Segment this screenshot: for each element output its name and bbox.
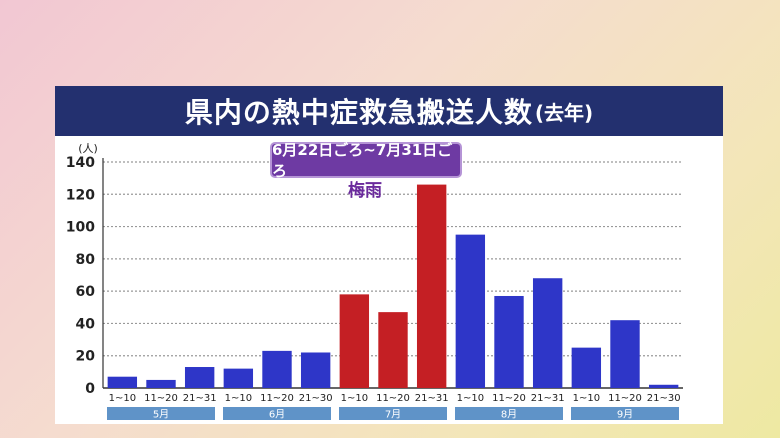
x-tick-label: 11~20: [608, 393, 642, 404]
month-band: [339, 407, 447, 420]
x-tick-label: 1~10: [109, 393, 136, 404]
x-tick-label: 11~20: [376, 393, 410, 404]
x-tick-label: 1~10: [573, 393, 600, 404]
bar: [223, 368, 254, 388]
x-tick-label: 21~30: [299, 393, 333, 404]
rainy-season-label: 梅雨: [348, 181, 382, 201]
month-label: 9月: [617, 409, 633, 421]
month-band: [107, 407, 215, 420]
x-tick-label: 1~10: [457, 393, 484, 404]
month-label: 7月: [385, 409, 401, 421]
x-tick-label: 11~20: [260, 393, 294, 404]
bar: [184, 367, 215, 388]
y-tick-label: 40: [76, 316, 96, 332]
rainy-season-period-badge: 6月22日ごろ~7月31日ごろ: [272, 141, 460, 180]
x-tick-label: 21~31: [531, 393, 565, 404]
bar: [455, 234, 486, 388]
y-tick-label: 120: [66, 187, 95, 203]
bar: [648, 384, 679, 388]
x-tick-label: 21~31: [415, 393, 449, 404]
bar: [571, 347, 602, 388]
bar: [494, 295, 524, 388]
x-tick-label: 11~20: [144, 393, 178, 404]
x-tick-label: 11~20: [492, 393, 526, 404]
chart-subtitle: (去年): [534, 100, 594, 125]
y-tick-label: 0: [85, 381, 95, 397]
bar: [300, 352, 331, 388]
bar: [339, 294, 370, 388]
month-label: 5月: [153, 409, 169, 421]
bar: [378, 312, 408, 388]
bar: [416, 184, 447, 388]
y-tick-label: 60: [76, 284, 96, 300]
chart-title: 県内の熱中症救急搬送人数: [184, 96, 533, 129]
title-bar: 県内の熱中症救急搬送人数 (去年): [55, 86, 723, 136]
y-tick-label: 80: [76, 252, 96, 268]
x-tick-label: 21~31: [183, 393, 217, 404]
y-axis-unit-label: (人): [78, 142, 98, 155]
y-tick-label: 140: [66, 155, 95, 171]
x-tick-label: 1~10: [341, 393, 368, 404]
month-band: [571, 407, 679, 420]
bar: [262, 350, 292, 388]
x-tick-label: 21~30: [647, 393, 681, 404]
y-tick-label: 100: [66, 220, 95, 236]
bar: [107, 376, 138, 388]
month-label: 8月: [501, 409, 517, 421]
month-band: [223, 407, 331, 420]
bar: [146, 379, 176, 388]
y-tick-label: 20: [76, 349, 96, 365]
bar: [532, 278, 563, 388]
month-label: 6月: [269, 409, 285, 421]
x-tick-label: 1~10: [225, 393, 252, 404]
bar: [610, 320, 640, 388]
month-band: [455, 407, 563, 420]
